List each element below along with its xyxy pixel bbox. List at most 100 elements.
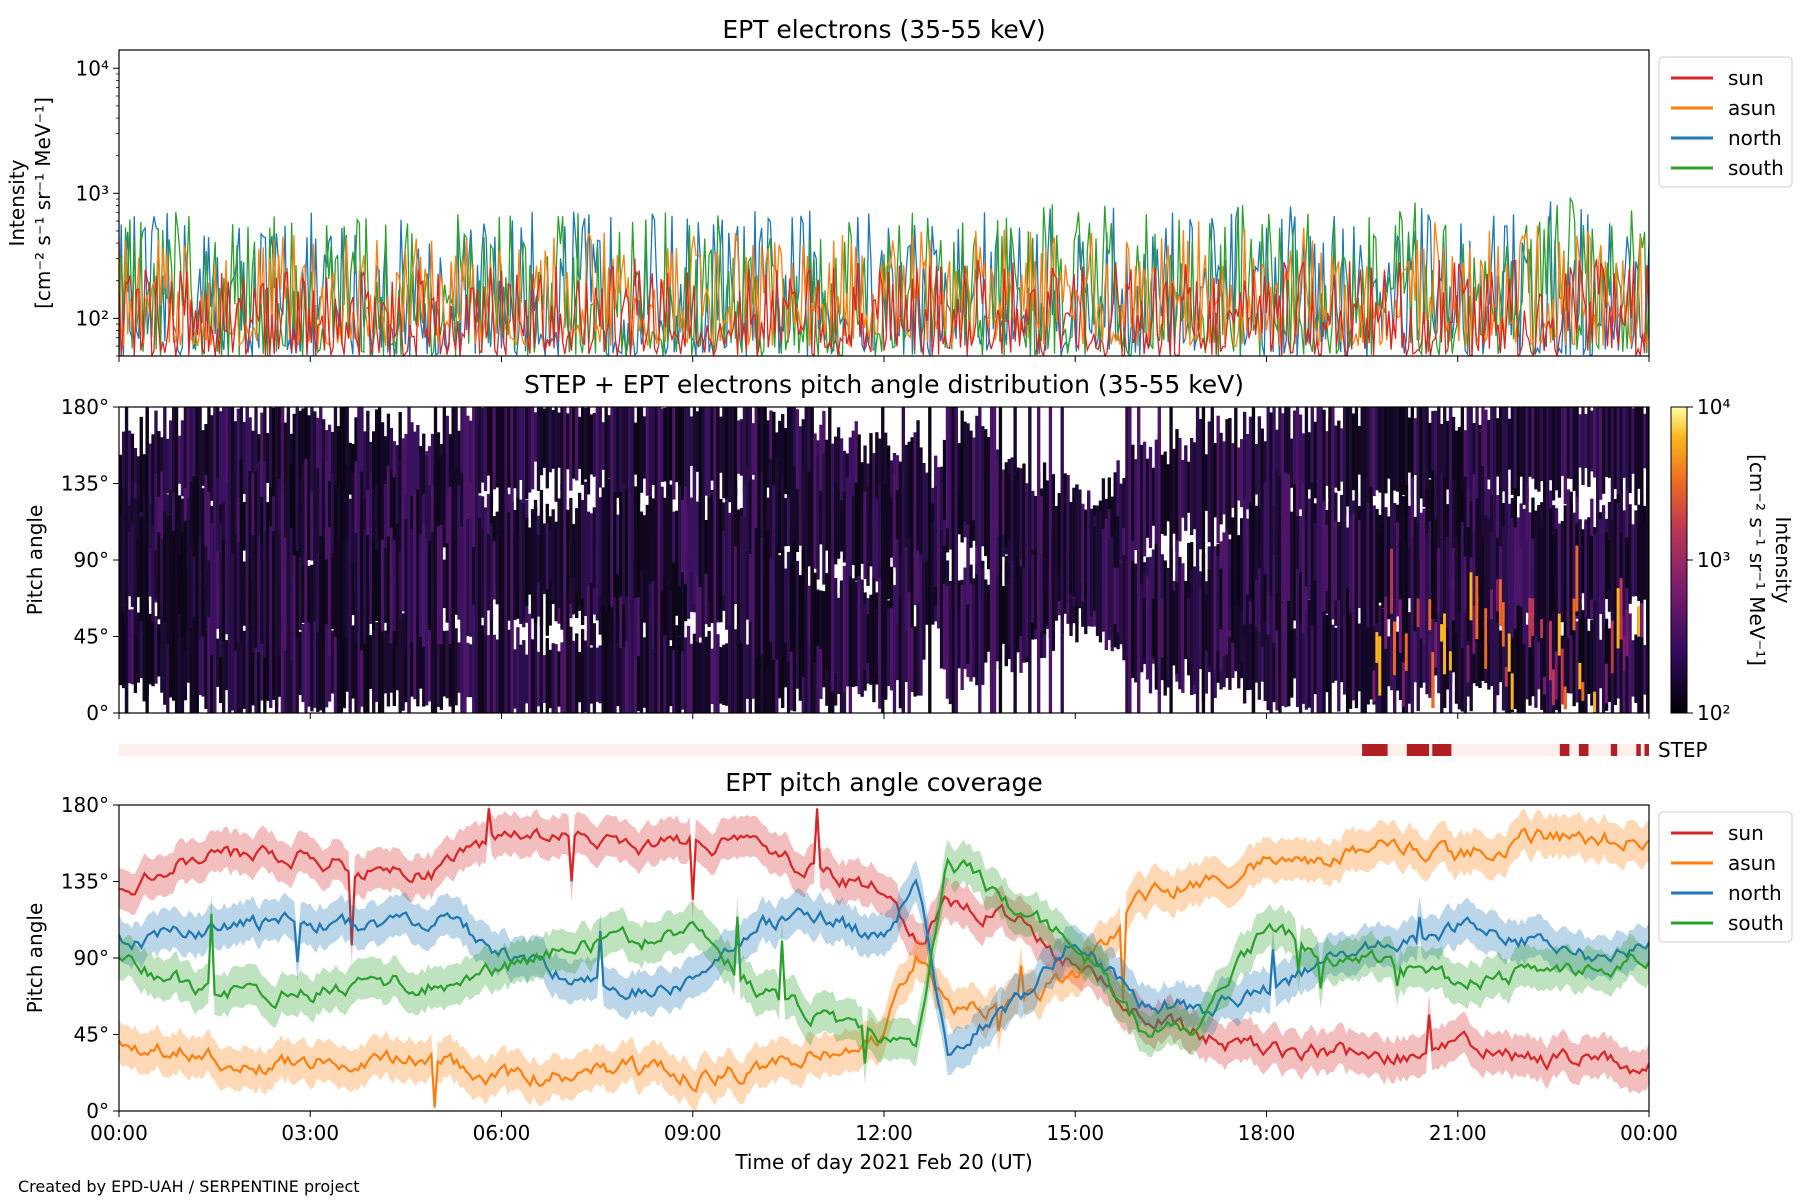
heatmap-cell (286, 407, 291, 713)
heatmap-cell (589, 522, 594, 646)
heatmap-cell (1384, 596, 1388, 649)
heatmap-cell (760, 407, 764, 515)
heatmap-cell (1496, 495, 1500, 578)
heatmap-cell (898, 461, 903, 556)
heatmap-cell (669, 407, 673, 481)
heatmap-cell (978, 407, 982, 713)
heatmap-cell (766, 497, 770, 552)
heatmap-cell (466, 642, 470, 698)
heatmap-cell (445, 496, 449, 549)
heatmap-cell (733, 407, 738, 496)
heatmap-cell (142, 595, 146, 702)
heatmap-cell (1410, 537, 1415, 610)
heatmap-cell (398, 458, 402, 587)
heatmap-cell (695, 411, 700, 472)
heatmap-cell (372, 488, 376, 563)
heatmap-cell (789, 611, 794, 711)
heatmap-cell (469, 644, 473, 698)
heatmap-cell (230, 407, 235, 522)
heatmap-cell (1554, 528, 1559, 616)
heatmap-cell (1381, 525, 1385, 609)
heatmap-cell (601, 634, 605, 713)
heatmap-cell (801, 548, 805, 677)
heatmap-cell (1313, 523, 1317, 581)
heatmap-cell (527, 613, 532, 713)
heatmap-cell (322, 419, 326, 504)
heatmap-cell (1372, 505, 1376, 627)
heatmap-cell (842, 450, 847, 513)
heatmap-cell (307, 617, 311, 707)
heatmap-cell (578, 651, 582, 703)
heatmap-cell (751, 534, 755, 648)
heatmap-cell (454, 628, 458, 706)
heatmap-cell (966, 604, 970, 664)
heatmap-cell (669, 484, 673, 591)
heatmap-cell (645, 608, 650, 713)
heatmap-cell (628, 407, 632, 713)
heatmap-cell (472, 407, 476, 514)
heatmap-cell (489, 523, 494, 620)
heatmap-cell (569, 498, 573, 604)
heatmap-cell (725, 643, 729, 706)
heatmap-cell (1601, 614, 1606, 713)
heatmap-cell (510, 407, 514, 713)
heatmap-cell (716, 495, 720, 620)
heatmap-cell (1551, 534, 1556, 612)
heatmap-cell (1469, 572, 1473, 621)
heatmap-cell (551, 643, 555, 713)
heatmap-cell (272, 407, 276, 509)
heatmap-cell (295, 551, 299, 637)
heatmap-cell (295, 407, 299, 518)
heatmap-cell (728, 619, 732, 713)
heatmap-cell (1275, 596, 1279, 711)
heatmap-cell (1131, 444, 1135, 572)
heatmap-cell (733, 546, 738, 603)
heatmap-cell (622, 482, 626, 605)
heatmap-cell (1498, 630, 1503, 683)
heatmap-cell (1451, 548, 1456, 621)
heatmap-cell (301, 463, 305, 589)
heatmap-cell (616, 538, 620, 644)
heatmap-cell (466, 518, 470, 637)
heatmap-cell (248, 417, 252, 499)
heatmap-cell (1192, 442, 1197, 530)
colorbar-tick-label: 10³ (1697, 548, 1730, 572)
heatmap-cell (866, 613, 870, 664)
heatmap-cell (1451, 416, 1456, 497)
heatmap-cell (666, 407, 670, 713)
heatmap-cell (404, 621, 408, 703)
heatmap-cell (1172, 448, 1176, 534)
heatmap-cell (130, 523, 135, 608)
heatmap-cell (1234, 407, 1238, 542)
heatmap-cell (736, 420, 741, 474)
heatmap-cell (1134, 564, 1138, 683)
heatmap-cell (210, 603, 214, 713)
heatmap-cell (1540, 614, 1544, 710)
heatmap-cell (1175, 429, 1179, 552)
heatmap-cell (1390, 407, 1394, 506)
heatmap-cell (1504, 667, 1509, 687)
heatmap-cell (1416, 523, 1420, 627)
heatmap-cell (1148, 446, 1153, 548)
heatmap-cell (1113, 567, 1117, 625)
heatmap-cell (1381, 407, 1385, 512)
heatmap-cell (1428, 607, 1432, 698)
heatmap-cell (324, 616, 329, 708)
heatmap-cell (795, 409, 800, 523)
heatmap-cell (1498, 473, 1503, 602)
heatmap-cell (572, 640, 576, 713)
heatmap-cell (513, 407, 517, 489)
heatmap-cell (1460, 407, 1465, 517)
heatmap-cell (654, 612, 658, 713)
heatmap-cell (1290, 438, 1294, 488)
heatmap-cell (722, 531, 726, 596)
heatmap-cell (1625, 619, 1629, 713)
heatmap-cell (1354, 519, 1359, 608)
heatmap-cell (298, 410, 302, 506)
heatmap-cell (1401, 662, 1406, 707)
heatmap-cell (1004, 561, 1008, 666)
heatmap-cell (1451, 620, 1456, 673)
heatmap-cell (445, 543, 449, 623)
heatmap-cell (1328, 407, 1332, 713)
heatmap-cell (642, 561, 647, 623)
